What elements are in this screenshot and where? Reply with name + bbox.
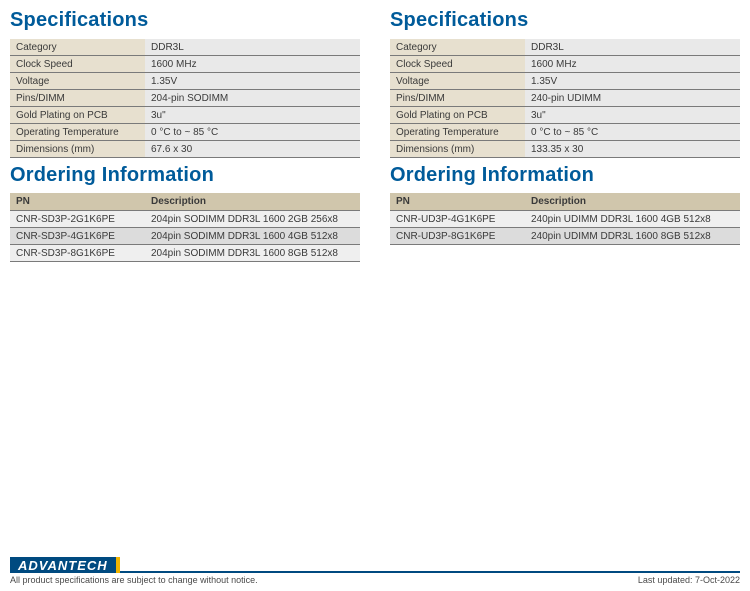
footer-divider: [120, 557, 740, 573]
specs-table-right: CategoryDDR3LClock Speed1600 MHzVoltage1…: [390, 38, 740, 158]
specs-table-left: CategoryDDR3LClock Speed1600 MHzVoltage1…: [10, 38, 360, 158]
spec-row: Voltage1.35V: [390, 73, 740, 90]
order-desc: 240pin UDIMM DDR3L 1600 4GB 512x8: [525, 211, 740, 228]
ordering-table-left: PNDescriptionCNR-SD3P-2G1K6PE204pin SODI…: [10, 193, 360, 262]
spec-value: DDR3L: [145, 39, 360, 56]
spec-key: Operating Temperature: [390, 124, 525, 141]
spec-value: 0 °C to ~ 85 °C: [145, 124, 360, 141]
right-column: Specifications CategoryDDR3LClock Speed1…: [390, 3, 740, 262]
order-pn: CNR-SD3P-2G1K6PE: [10, 211, 145, 228]
footer-text: All product specifications are subject t…: [10, 575, 740, 585]
order-header-pn: PN: [10, 193, 145, 211]
specs-heading-left: Specifications: [10, 9, 360, 32]
left-column: Specifications CategoryDDR3LClock Speed1…: [10, 3, 360, 262]
order-header-row: PNDescription: [10, 193, 360, 211]
brand-logo: ADVANTECH: [10, 557, 120, 573]
spec-key: Pins/DIMM: [390, 90, 525, 107]
footer-updated: Last updated: 7-Oct-2022: [638, 575, 740, 585]
order-row: CNR-SD3P-4G1K6PE204pin SODIMM DDR3L 1600…: [10, 228, 360, 245]
spec-key: Pins/DIMM: [10, 90, 145, 107]
order-header-desc: Description: [145, 193, 360, 211]
spec-row: Voltage1.35V: [10, 73, 360, 90]
spec-key: Clock Speed: [390, 56, 525, 73]
spec-key: Gold Plating on PCB: [10, 107, 145, 124]
spec-key: Category: [390, 39, 525, 56]
spec-row: Operating Temperature0 °C to ~ 85 °C: [10, 124, 360, 141]
footer: ADVANTECH All product specifications are…: [0, 557, 750, 591]
order-row: CNR-UD3P-8G1K6PE240pin UDIMM DDR3L 1600 …: [390, 228, 740, 245]
spec-value: 67.6 x 30: [145, 141, 360, 158]
spec-row: Operating Temperature0 °C to ~ 85 °C: [390, 124, 740, 141]
spec-value: 1.35V: [525, 73, 740, 90]
ordering-table-right: PNDescriptionCNR-UD3P-4G1K6PE240pin UDIM…: [390, 193, 740, 245]
spec-row: CategoryDDR3L: [10, 39, 360, 56]
spec-row: Gold Plating on PCB3u": [390, 107, 740, 124]
footer-bar: ADVANTECH: [10, 557, 740, 573]
footer-disclaimer: All product specifications are subject t…: [10, 575, 258, 585]
spec-row: Clock Speed1600 MHz: [390, 56, 740, 73]
spec-value: 3u": [525, 107, 740, 124]
spec-key: Operating Temperature: [10, 124, 145, 141]
spec-value: 240-pin UDIMM: [525, 90, 740, 107]
spec-key: Clock Speed: [10, 56, 145, 73]
specs-heading-right: Specifications: [390, 9, 740, 32]
spec-key: Voltage: [390, 73, 525, 90]
order-header-pn: PN: [390, 193, 525, 211]
spec-value: 3u": [145, 107, 360, 124]
spec-value: 1.35V: [145, 73, 360, 90]
spec-row: CategoryDDR3L: [390, 39, 740, 56]
spec-key: Dimensions (mm): [10, 141, 145, 158]
spec-key: Voltage: [10, 73, 145, 90]
spec-row: Gold Plating on PCB3u": [10, 107, 360, 124]
order-desc: 204pin SODIMM DDR3L 1600 8GB 512x8: [145, 245, 360, 262]
order-pn: CNR-SD3P-4G1K6PE: [10, 228, 145, 245]
spec-row: Dimensions (mm)133.35 x 30: [390, 141, 740, 158]
spec-value: 204-pin SODIMM: [145, 90, 360, 107]
order-desc: 204pin SODIMM DDR3L 1600 4GB 512x8: [145, 228, 360, 245]
spec-key: Gold Plating on PCB: [390, 107, 525, 124]
order-desc: 204pin SODIMM DDR3L 1600 2GB 256x8: [145, 211, 360, 228]
spec-value: 0 °C to ~ 85 °C: [525, 124, 740, 141]
order-pn: CNR-UD3P-8G1K6PE: [390, 228, 525, 245]
spec-value: 1600 MHz: [145, 56, 360, 73]
spec-key: Category: [10, 39, 145, 56]
ordering-heading-left: Ordering Information: [10, 164, 360, 187]
content-area: Specifications CategoryDDR3LClock Speed1…: [0, 0, 750, 262]
order-pn: CNR-SD3P-8G1K6PE: [10, 245, 145, 262]
spec-key: Dimensions (mm): [390, 141, 525, 158]
order-row: CNR-UD3P-4G1K6PE240pin UDIMM DDR3L 1600 …: [390, 211, 740, 228]
order-header-row: PNDescription: [390, 193, 740, 211]
spec-row: Pins/DIMM204-pin SODIMM: [10, 90, 360, 107]
spec-row: Clock Speed1600 MHz: [10, 56, 360, 73]
order-row: CNR-SD3P-8G1K6PE204pin SODIMM DDR3L 1600…: [10, 245, 360, 262]
spec-value: DDR3L: [525, 39, 740, 56]
order-row: CNR-SD3P-2G1K6PE204pin SODIMM DDR3L 1600…: [10, 211, 360, 228]
order-pn: CNR-UD3P-4G1K6PE: [390, 211, 525, 228]
spec-row: Dimensions (mm)67.6 x 30: [10, 141, 360, 158]
order-header-desc: Description: [525, 193, 740, 211]
spec-value: 1600 MHz: [525, 56, 740, 73]
spec-value: 133.35 x 30: [525, 141, 740, 158]
ordering-heading-right: Ordering Information: [390, 164, 740, 187]
spec-row: Pins/DIMM240-pin UDIMM: [390, 90, 740, 107]
order-desc: 240pin UDIMM DDR3L 1600 8GB 512x8: [525, 228, 740, 245]
